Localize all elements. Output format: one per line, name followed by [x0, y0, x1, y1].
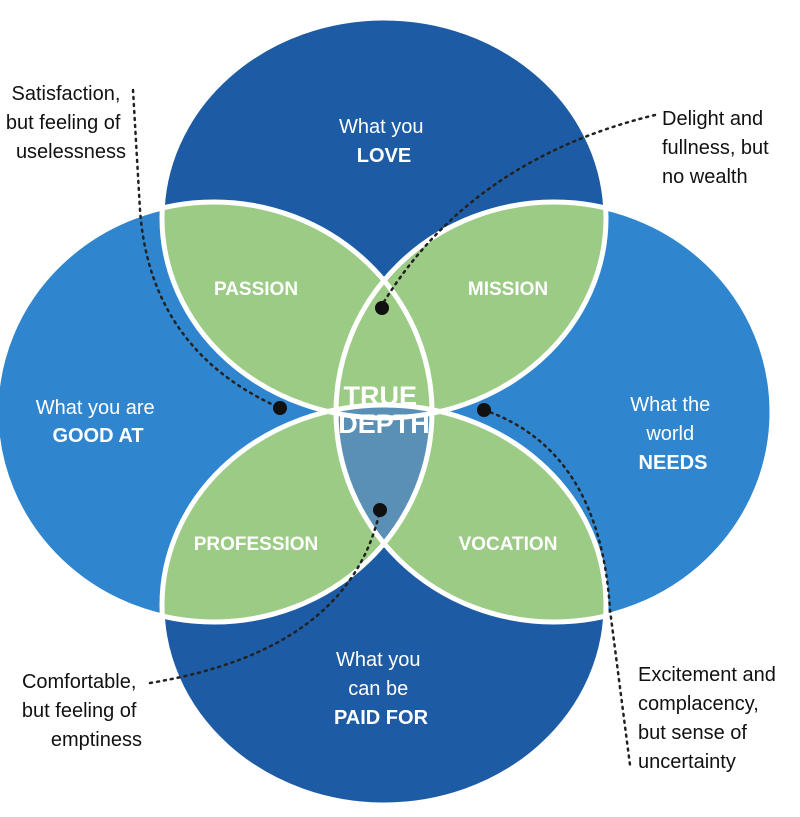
svg-text:Delight and fullness, but: Delight and fullness, but no wealth [662, 108, 774, 188]
needs-label-line2: world [645, 423, 694, 445]
annotation-bottom-right-line2: complacency, [638, 693, 759, 715]
annotation-top-right-line1: Delight and [662, 108, 763, 130]
passion-label: PASSION [214, 279, 298, 300]
annotation-top-right-line2: fullness, but [662, 137, 769, 159]
paid-for-label-line3: PAID FOR [334, 707, 429, 729]
annotation-top-left-line1: Satisfaction, [11, 83, 120, 105]
dot-right [477, 403, 491, 417]
svg-text:Excitement and complacency: Excitement and complacency, but sense of… [638, 664, 781, 773]
annotation-bottom-right-line4: uncertainty [638, 751, 736, 773]
annotation-bottom-left-line3: emptiness [51, 729, 142, 751]
center-label-line2: DEPTH [338, 409, 430, 439]
center-label-line1: TRUE [343, 381, 417, 411]
needs-label-line3: NEEDS [639, 452, 708, 474]
annotation-bottom-right-line3: but sense of [638, 722, 747, 744]
svg-text:Satisfaction, but feeling: Satisfaction, but feeling of uselessness [6, 83, 126, 163]
annotation-bottom-left-line2: but feeling of [22, 700, 137, 722]
svg-text:What you LOVE: What you LOVE [339, 116, 429, 167]
profession-label: PROFESSION [194, 534, 319, 555]
paid-for-label-line2: can be [348, 678, 408, 700]
paid-for-label-line1: What you [336, 649, 420, 671]
annotation-bottom-left-line1: Comfortable, [22, 671, 137, 693]
dot-top-left [273, 401, 287, 415]
outline-love [159, 15, 609, 421]
annotation-bottom-right-line1: Excitement and [638, 664, 776, 686]
svg-text:TRUE DEPTH: TRUE DEPTH [338, 381, 430, 439]
connector-bottom-left [148, 508, 382, 685]
connector-top-right [380, 113, 657, 307]
love-label-line1: What you [339, 116, 423, 138]
svg-text:What you are GOOD AT: What you are GOOD AT [36, 397, 161, 447]
good-at-label-line2: GOOD AT [52, 425, 143, 447]
dot-bottom [373, 503, 387, 517]
annotation-top-left-line3: uselessness [16, 141, 126, 163]
love-label-line2: LOVE [357, 145, 411, 167]
needs-label-line1: What the [630, 394, 710, 416]
good-at-label-line1: What you are [36, 397, 155, 419]
dot-top [375, 301, 389, 315]
svg-text:What you can be PAID F: What you can be PAID FOR [334, 649, 429, 729]
annotation-top-left-line2: but feeling of [6, 112, 121, 134]
mission-label: MISSION [468, 279, 548, 300]
annotation-top-right-line3: no wealth [662, 166, 748, 188]
connector-top-left [131, 88, 282, 410]
outline-paid-for [159, 402, 609, 808]
svg-text:Comfortable, but feeling o: Comfortable, but feeling of emptiness [22, 671, 142, 751]
svg-text:What the world NEEDS: What the world NEEDS [630, 394, 716, 474]
vocation-label: VOCATION [459, 534, 558, 555]
